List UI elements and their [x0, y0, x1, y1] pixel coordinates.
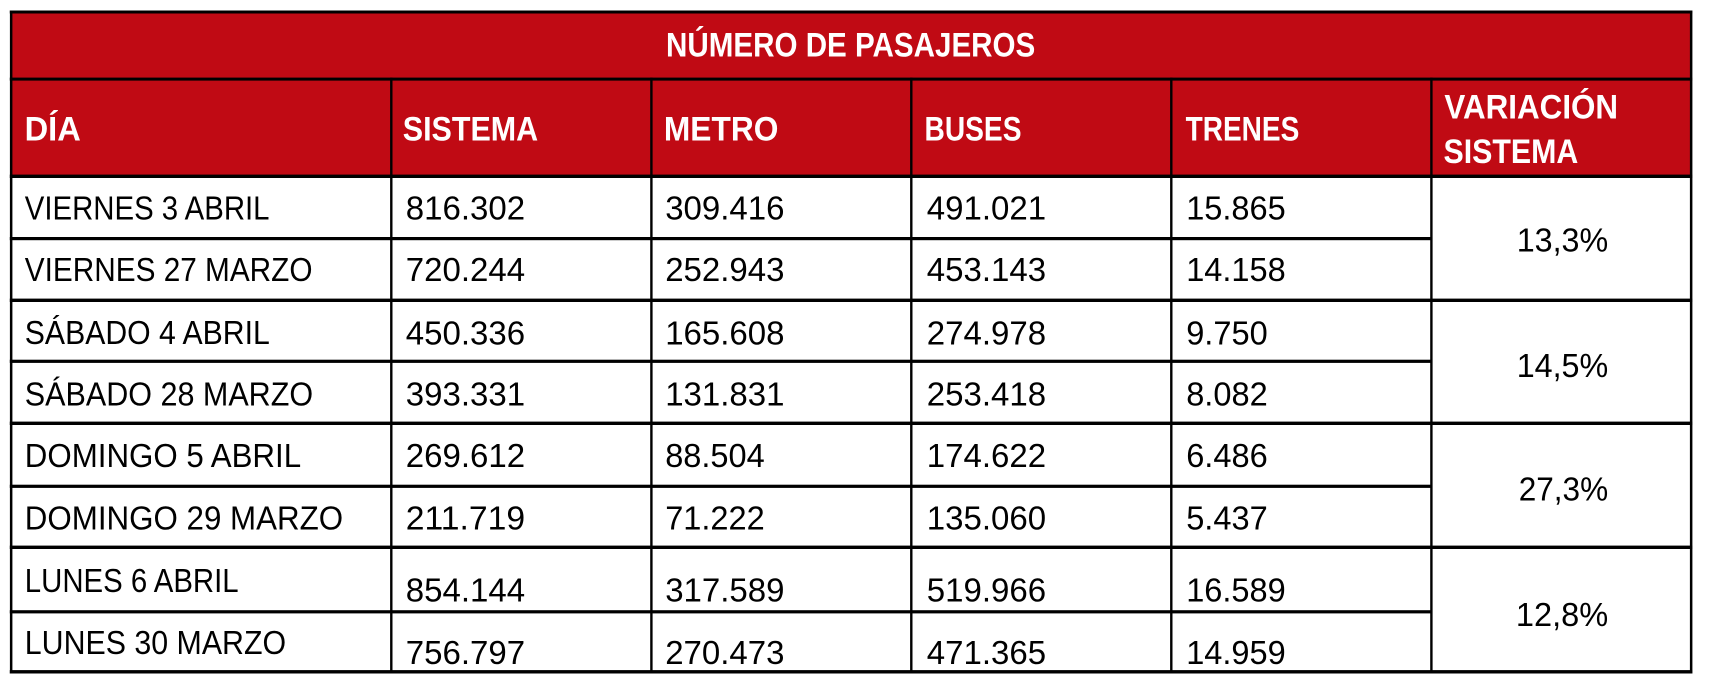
svg-text:TRENES: TRENES [1186, 110, 1300, 148]
svg-text:393.331: 393.331 [406, 375, 525, 412]
svg-text:165.608: 165.608 [665, 314, 784, 351]
svg-text:453.143: 453.143 [927, 251, 1046, 288]
svg-text:DÍA: DÍA [25, 108, 81, 148]
svg-text:5.437: 5.437 [1186, 500, 1268, 537]
svg-text:491.021: 491.021 [927, 189, 1046, 226]
svg-text:8.082: 8.082 [1186, 375, 1268, 412]
svg-text:DOMINGO 29 MARZO: DOMINGO 29 MARZO [25, 500, 343, 537]
svg-text:SISTEMA: SISTEMA [1444, 133, 1579, 171]
svg-text:14.158: 14.158 [1186, 251, 1286, 288]
svg-text:274.978: 274.978 [927, 314, 1046, 351]
svg-text:720.244: 720.244 [406, 251, 525, 288]
svg-text:270.473: 270.473 [665, 634, 784, 671]
svg-text:14.959: 14.959 [1186, 634, 1286, 671]
svg-text:METRO: METRO [664, 110, 779, 148]
svg-text:SISTEMA: SISTEMA [403, 110, 538, 148]
svg-text:135.060: 135.060 [927, 500, 1046, 537]
svg-text:756.797: 756.797 [406, 634, 525, 671]
svg-text:816.302: 816.302 [406, 189, 525, 226]
svg-text:9.750: 9.750 [1186, 314, 1268, 351]
svg-text:131.831: 131.831 [665, 375, 784, 412]
svg-text:519.966: 519.966 [927, 572, 1046, 609]
svg-text:88.504: 88.504 [665, 437, 765, 474]
svg-text:15.865: 15.865 [1186, 189, 1286, 226]
svg-text:174.622: 174.622 [927, 437, 1046, 474]
svg-text:SÁBADO 28 MARZO: SÁBADO 28 MARZO [25, 375, 313, 412]
svg-text:NÚMERO DE PASAJEROS: NÚMERO DE PASAJEROS [666, 25, 1035, 65]
svg-text:450.336: 450.336 [406, 314, 525, 351]
svg-text:12,8%: 12,8% [1516, 597, 1608, 634]
svg-text:16.589: 16.589 [1186, 572, 1286, 609]
svg-text:211.719: 211.719 [406, 500, 525, 537]
svg-text:DOMINGO 5 ABRIL: DOMINGO 5 ABRIL [25, 437, 301, 474]
svg-text:309.416: 309.416 [665, 189, 784, 226]
svg-text:13,3%: 13,3% [1517, 222, 1609, 259]
svg-text:BUSES: BUSES [925, 110, 1022, 148]
svg-text:71.222: 71.222 [665, 500, 765, 537]
svg-text:VIERNES 3 ABRIL: VIERNES 3 ABRIL [25, 189, 270, 226]
svg-text:253.418: 253.418 [927, 375, 1046, 412]
svg-text:VARIACIÓN: VARIACIÓN [1444, 86, 1618, 126]
svg-text:269.612: 269.612 [406, 437, 525, 474]
svg-text:LUNES 6 ABRIL: LUNES 6 ABRIL [25, 562, 239, 599]
svg-text:14,5%: 14,5% [1517, 348, 1609, 385]
svg-text:471.365: 471.365 [927, 634, 1046, 671]
svg-text:317.589: 317.589 [665, 572, 784, 609]
svg-text:6.486: 6.486 [1186, 437, 1268, 474]
svg-text:VIERNES 27 MARZO: VIERNES 27 MARZO [25, 251, 313, 288]
svg-text:252.943: 252.943 [665, 251, 784, 288]
svg-text:LUNES 30 MARZO: LUNES 30 MARZO [25, 624, 286, 661]
svg-text:SÁBADO 4 ABRIL: SÁBADO 4 ABRIL [25, 314, 270, 351]
svg-text:27,3%: 27,3% [1519, 472, 1609, 509]
svg-text:854.144: 854.144 [406, 572, 525, 609]
